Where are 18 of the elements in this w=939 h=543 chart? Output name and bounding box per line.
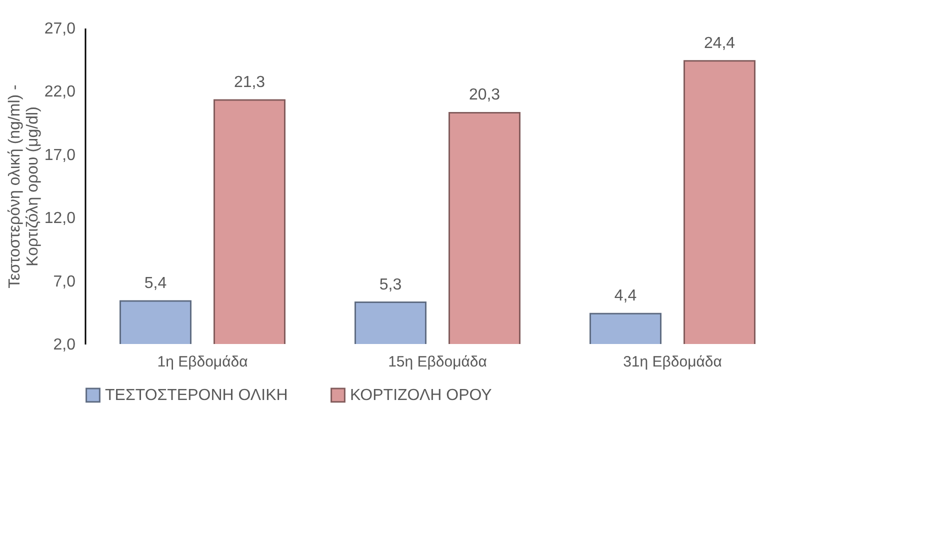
y-tick-label: 22,0	[44, 84, 76, 101]
y-tick-label: 7,0	[53, 273, 76, 290]
data-label: 5,3	[379, 276, 402, 294]
data-label: 4,4	[614, 288, 637, 305]
x-tick-label: 31η Εβδομάδα	[623, 354, 722, 370]
data-label: 24,4	[704, 34, 736, 52]
data-label: 5,4	[144, 275, 167, 292]
y-axis-title: Τεστοστερόνη ολική (ng/ml) - Κορτιζόλη ορου (μg/dl)	[6, 84, 42, 288]
legend-label: ΤΕΣΤΟΣΤΕΡΟΝΗ ΟΛΙΚΗ	[105, 387, 288, 404]
x-tick-label: 15η Εβδομάδα	[388, 354, 488, 370]
data-label: 20,3	[468, 86, 500, 104]
y-tick-label: 12,0	[44, 210, 76, 228]
y-tick-label: 2,0	[53, 336, 76, 354]
legend-label: ΚΟΡΤΙΖΟΛΗ ΟΡΟΥ	[350, 387, 492, 404]
y-tick-label: 17,0	[44, 146, 76, 164]
y-tick-label: 27,0	[44, 20, 76, 38]
data-label: 21,3	[234, 74, 266, 92]
x-tick-label: 1η Εβδομάδα	[157, 354, 248, 370]
